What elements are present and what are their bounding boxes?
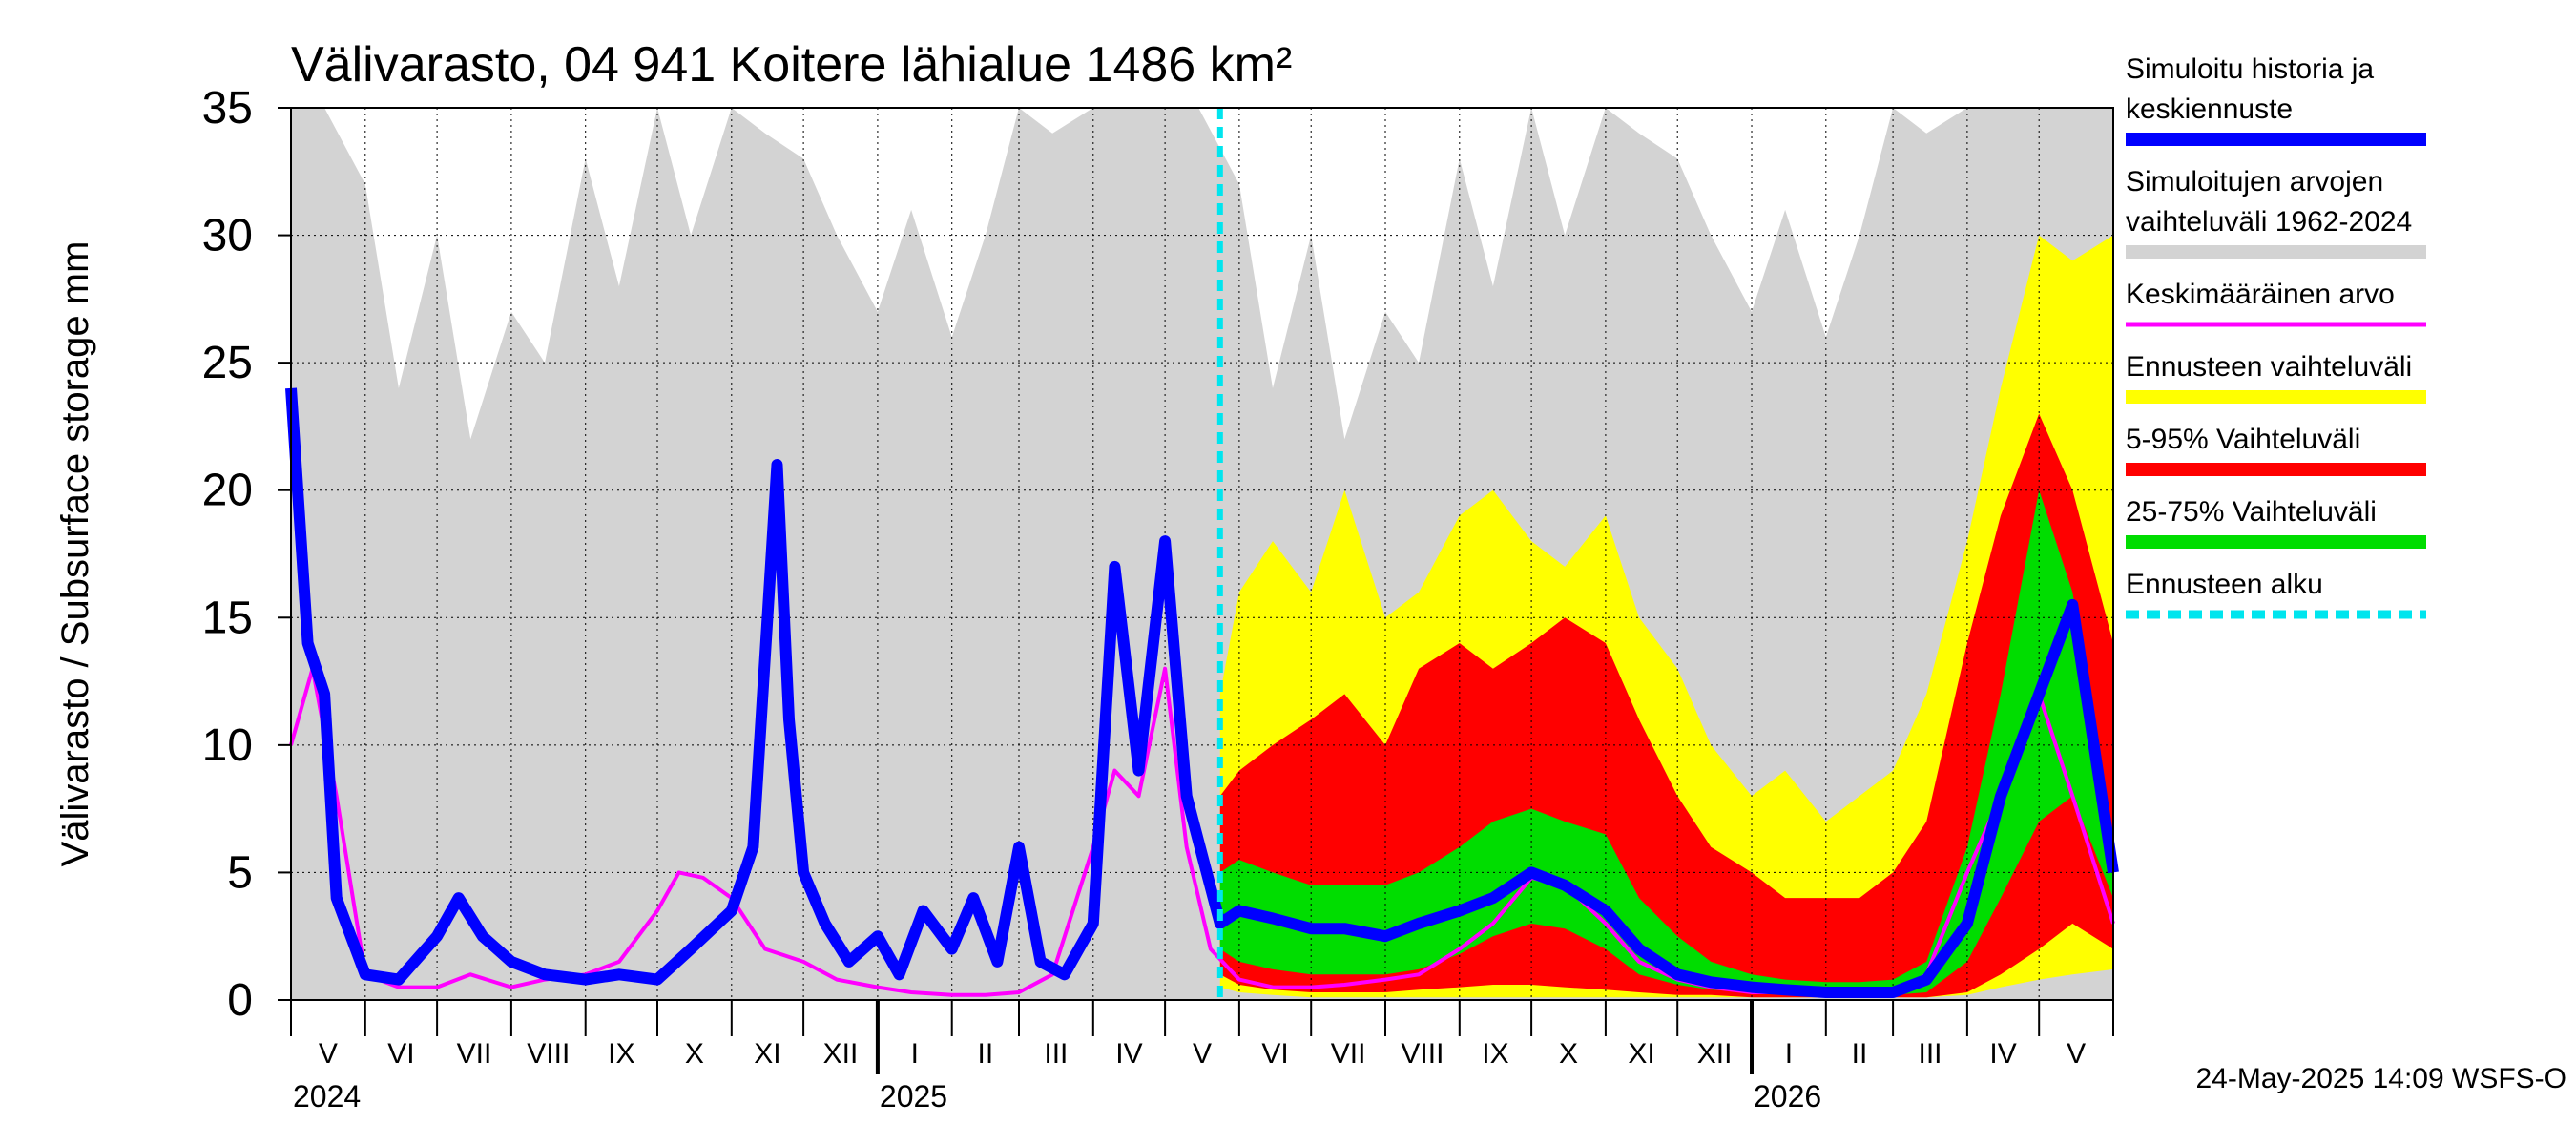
x-month-label: XI (754, 1038, 780, 1070)
y-tick-label: 10 (202, 720, 253, 771)
x-month-label: VII (457, 1038, 492, 1070)
x-month-label: III (1044, 1038, 1068, 1070)
y-tick-label: 25 (202, 338, 253, 388)
x-month-label: I (1785, 1038, 1793, 1070)
y-tick-label: 35 (202, 83, 253, 134)
x-year-label: 2025 (880, 1079, 947, 1114)
x-month-label: II (1852, 1038, 1868, 1070)
y-tick-label: 5 (227, 847, 253, 898)
x-month-label: VII (1331, 1038, 1366, 1070)
y-tick-label: 0 (227, 975, 253, 1026)
legend-label: Simuloitujen arvojen (2126, 166, 2383, 198)
y-tick-label: 15 (202, 593, 253, 643)
x-month-label: VIII (1401, 1038, 1444, 1070)
legend-label: keskiennuste (2126, 94, 2293, 125)
x-year-label: 2024 (293, 1079, 361, 1114)
x-month-label: X (685, 1038, 704, 1070)
chart-title: Välivarasto, 04 941 Koitere lähialue 148… (291, 37, 1292, 93)
x-month-label: XI (1628, 1038, 1654, 1070)
plot-frame (290, 107, 2114, 1001)
x-month-label: XII (823, 1038, 859, 1070)
x-month-label: V (1193, 1038, 1212, 1070)
x-month-label: V (319, 1038, 338, 1070)
y-tick-label: 20 (202, 466, 253, 516)
x-month-label: X (1559, 1038, 1578, 1070)
series-band-2 (1219, 413, 2113, 998)
x-month-label: III (1918, 1038, 1942, 1070)
legend-label: Ennusteen alku (2126, 569, 2323, 600)
x-month-label: VI (1261, 1038, 1288, 1070)
x-month-label: VIII (527, 1038, 570, 1070)
timestamp-label: 24-May-2025 14:09 WSFS-O (2196, 1063, 2567, 1094)
y-tick-label: 30 (202, 211, 253, 261)
x-month-label: IX (1482, 1038, 1508, 1070)
legend-label: 25-75% Vaihteluväli (2126, 496, 2377, 528)
series-band-3 (1219, 489, 2113, 995)
x-month-label: I (911, 1038, 919, 1070)
x-month-label: II (978, 1038, 994, 1070)
legend: Simuloitu historia ja keskiennuste Simuloi… (2126, 53, 2426, 619)
x-month-label: IV (1989, 1038, 2016, 1070)
x-year-label: 2026 (1754, 1079, 1821, 1114)
series-line-1 (285, 387, 2119, 998)
legend-label: Simuloitu historia ja (2126, 53, 2374, 85)
legend-label: vaihteluväli 1962-2024 (2126, 206, 2412, 238)
plot-area (285, 108, 2119, 1000)
x-month-label: IV (1115, 1038, 1142, 1070)
legend-label: Keskimääräinen arvo (2126, 279, 2395, 310)
x-month-label: V (2067, 1038, 2086, 1070)
x-month-label: IX (608, 1038, 634, 1070)
x-month-label: XII (1697, 1038, 1733, 1070)
x-month-label: VI (387, 1038, 414, 1070)
y-axis-label: Välivarasto / Subsurface storage mm (54, 241, 96, 867)
legend-label: 5-95% Vaihteluväli (2126, 424, 2360, 455)
legend-label: Ennusteen vaihteluväli (2126, 351, 2412, 383)
